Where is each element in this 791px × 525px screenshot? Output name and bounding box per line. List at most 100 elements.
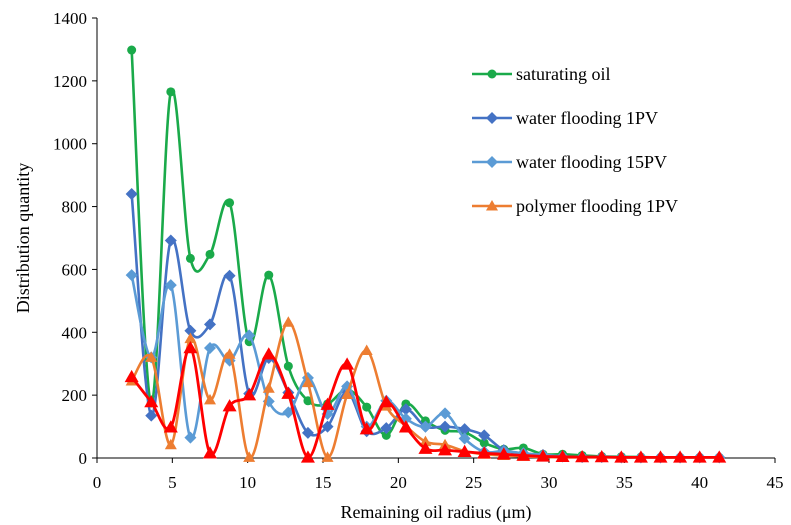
y-tick-label: 800: [62, 198, 88, 217]
data-point: [381, 430, 391, 440]
y-tick-label: 200: [62, 386, 88, 405]
data-point: [633, 450, 648, 463]
data-point: [163, 420, 178, 433]
data-point: [360, 344, 373, 356]
series-5: [124, 341, 727, 463]
data-point: [204, 318, 216, 331]
y-tick-label: 1000: [53, 135, 87, 154]
x-tick-label: 10: [239, 473, 256, 492]
data-point: [478, 429, 491, 442]
data-point: [653, 450, 668, 463]
data-point: [398, 420, 413, 433]
data-point: [300, 450, 315, 463]
data-point: [223, 348, 236, 359]
data-point: [264, 270, 274, 280]
data-point: [362, 402, 372, 412]
y-tick-label: 1200: [53, 72, 87, 91]
data-point: [144, 395, 159, 408]
data-point: [439, 420, 452, 433]
data-point: [439, 407, 452, 420]
data-point: [341, 388, 354, 400]
x-tick-label: 45: [767, 473, 784, 492]
data-point: [340, 357, 355, 370]
data-point: [225, 198, 235, 208]
data-point: [205, 249, 215, 259]
x-tick-label: 25: [465, 473, 482, 492]
data-point: [479, 438, 489, 448]
data-point: [594, 450, 609, 463]
data-point: [321, 451, 334, 462]
data-point: [262, 382, 275, 393]
data-point: [184, 324, 197, 337]
data-point: [125, 269, 138, 282]
data-point: [185, 253, 195, 263]
data-point: [516, 448, 531, 461]
data-point: [203, 446, 217, 459]
data-point: [712, 450, 727, 463]
legend-swatch-marker: [487, 69, 497, 79]
data-point: [164, 279, 177, 292]
data-point: [614, 450, 629, 463]
legend-item: saturating oil: [472, 64, 610, 84]
legend-item: polymer flooding 1PV: [472, 196, 678, 216]
legend-swatch-marker: [486, 156, 498, 168]
legend-label: saturating oil: [516, 64, 610, 84]
data-point: [301, 426, 314, 439]
data-point: [458, 432, 471, 445]
data-point: [204, 342, 216, 354]
data-point: [145, 351, 158, 362]
data-point: [223, 269, 236, 282]
y-tick-label: 1400: [53, 9, 87, 28]
data-point: [204, 393, 216, 405]
data-point: [145, 409, 158, 422]
data-point: [303, 396, 313, 406]
data-point: [164, 234, 177, 247]
legend-swatch-marker: [486, 200, 498, 211]
data-point: [261, 347, 276, 360]
y-tick-label: 0: [79, 449, 88, 468]
data-point: [477, 446, 492, 459]
data-point: [281, 386, 296, 399]
data-point: [535, 449, 550, 462]
axes: 0 200 400 600 800 1000 1200 1400 0 5 10 15 20 25 30 35 4…: [53, 9, 784, 492]
data-point: [575, 450, 590, 463]
data-point: [438, 443, 453, 456]
data-point: [418, 441, 433, 454]
data-point: [379, 395, 394, 408]
x-tick-label: 30: [541, 473, 558, 492]
legend-item: water flooding 15PV: [472, 152, 667, 172]
data-point: [184, 332, 197, 344]
data-point: [496, 447, 511, 460]
x-tick-label: 15: [315, 473, 332, 492]
x-tick-label: 35: [616, 473, 633, 492]
data-point: [124, 369, 139, 383]
data-point: [692, 450, 707, 463]
series-layer: [124, 45, 727, 464]
data-point: [419, 420, 432, 433]
data-point: [380, 422, 393, 435]
data-point: [183, 341, 198, 354]
data-point: [321, 420, 334, 433]
data-point: [673, 450, 688, 463]
x-tick-label: 5: [168, 473, 177, 492]
data-point: [243, 451, 256, 462]
data-point: [458, 423, 471, 436]
data-point: [555, 449, 570, 462]
x-tick-label: 0: [93, 473, 102, 492]
legend-item: water flooding 1PV: [472, 108, 658, 128]
data-point: [242, 388, 257, 401]
data-point: [243, 329, 256, 342]
data-point: [359, 422, 374, 435]
x-axis-label: Remaining oil radius (μm): [340, 502, 531, 523]
data-point: [283, 361, 293, 371]
data-point: [282, 316, 295, 327]
y-tick-label: 400: [62, 323, 88, 342]
x-tick-label: 20: [390, 473, 407, 492]
data-point: [166, 87, 176, 97]
data-point: [127, 45, 137, 55]
data-point: [282, 406, 295, 419]
data-point: [301, 376, 314, 388]
legend: saturating oil water flooding 1PV water fl…: [472, 64, 678, 216]
